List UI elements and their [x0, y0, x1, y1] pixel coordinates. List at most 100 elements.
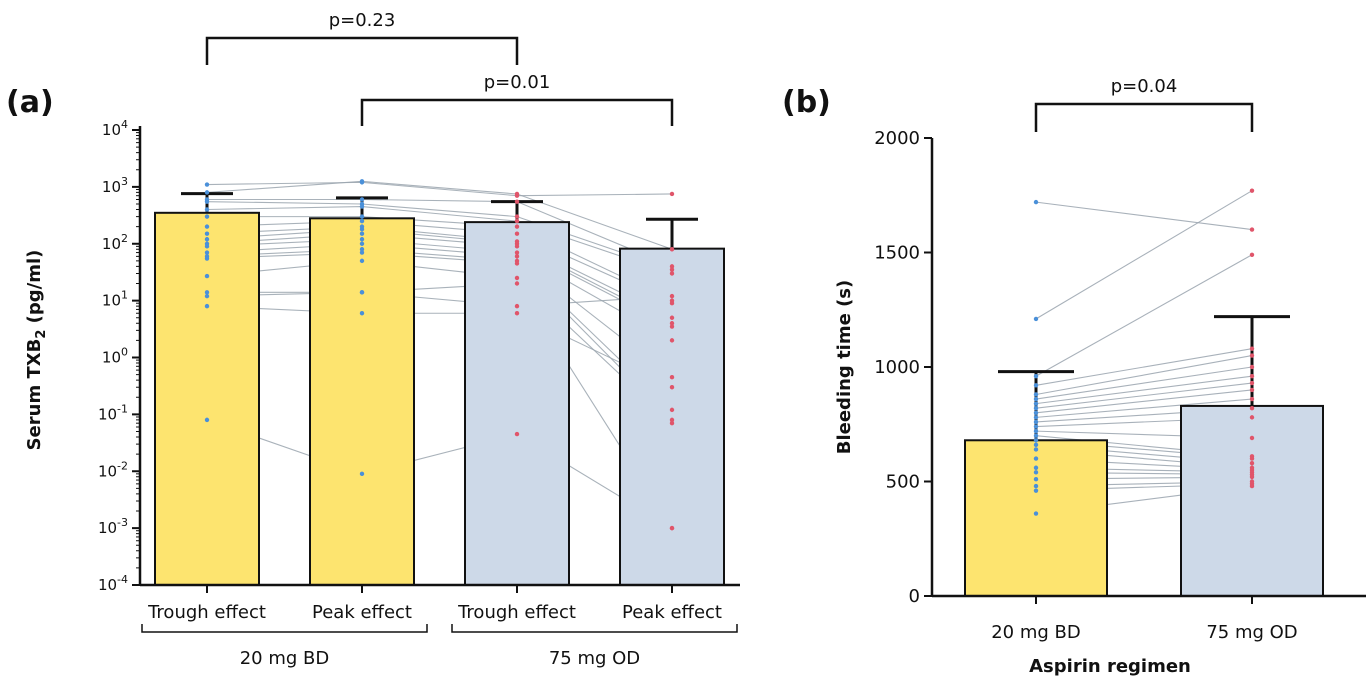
y-tick-label: 2000	[874, 128, 920, 149]
panel-a-individual-lines	[206, 180, 673, 529]
bar	[964, 439, 1108, 597]
individual-point	[514, 231, 520, 236]
individual-point	[359, 290, 365, 295]
individual-point	[204, 214, 210, 219]
individual-point	[514, 254, 520, 259]
individual-line	[1035, 389, 1253, 414]
individual-point	[669, 264, 675, 269]
individual-point	[669, 525, 675, 531]
individual-point	[1033, 433, 1039, 438]
individual-point	[514, 250, 520, 255]
individual-point	[669, 375, 675, 380]
individual-point	[669, 301, 675, 306]
x-category-label: Peak effect	[312, 602, 412, 623]
individual-point	[204, 250, 210, 255]
panel-b-y-ticks: 0 500 1000 1500 2000	[874, 128, 932, 607]
comparison-bracket	[1034, 102, 1254, 132]
panel-b-comparisons: p=0.04	[1034, 76, 1254, 132]
x-category-label: Trough effect	[147, 602, 266, 623]
panel-a-label: (a)	[6, 85, 54, 120]
individual-point	[1249, 373, 1255, 379]
individual-line	[206, 180, 673, 250]
individual-line	[206, 305, 673, 388]
bar	[1180, 404, 1324, 597]
y-tick-label: 104	[102, 118, 128, 139]
individual-point	[1033, 401, 1039, 406]
panel-a-individual-points	[204, 179, 675, 531]
individual-line	[206, 233, 673, 328]
individual-line	[207, 282, 673, 529]
panel-b: (b) 0 500 1000 1500 2000 20 mg BD 75 mg OD p=…	[782, 76, 1366, 677]
y-tick-label: 10-1	[98, 402, 128, 423]
individual-point	[669, 417, 675, 423]
individual-line	[1035, 382, 1253, 409]
individual-line	[1035, 398, 1253, 418]
individual-line	[206, 238, 673, 341]
panel-b-x-categories: 20 mg BD 75 mg OD	[991, 596, 1298, 643]
individual-point	[514, 303, 520, 309]
individual-point	[359, 179, 365, 184]
individual-point	[669, 267, 675, 272]
individual-point	[1249, 474, 1255, 480]
individual-point	[1249, 380, 1255, 386]
individual-point	[1033, 316, 1039, 322]
panel-a-x-categories: Trough effect Peak effect Trough effect Pea…	[147, 585, 722, 623]
individual-point	[359, 227, 365, 232]
individual-point	[1033, 438, 1039, 443]
individual-line	[1035, 366, 1253, 400]
individual-point	[1249, 387, 1255, 393]
bar	[309, 217, 415, 586]
y-tick-label: 103	[102, 175, 128, 196]
bar	[154, 211, 260, 587]
y-tick-label: 500	[886, 472, 920, 493]
comparison-p-value: p=0.04	[1111, 76, 1178, 97]
individual-line	[1035, 254, 1253, 377]
y-tick-label: 10-4	[98, 573, 128, 594]
x-category-label: 75 mg OD	[1206, 622, 1297, 643]
individual-point	[1249, 435, 1255, 441]
individual-point	[1033, 456, 1039, 461]
panel-b-individual-points	[1033, 188, 1255, 516]
panel-a-bars	[154, 211, 725, 587]
individual-point	[1033, 465, 1039, 470]
panel-b-label: (b)	[782, 85, 831, 120]
individual-line	[206, 252, 673, 421]
y-tick-label: 100	[102, 346, 128, 367]
individual-point	[669, 338, 675, 343]
individual-point	[1249, 456, 1255, 461]
x-category-label: Peak effect	[622, 602, 722, 623]
individual-point	[514, 261, 520, 266]
individual-point	[359, 250, 365, 255]
panel-a-comparisons: p=0.23 p=0.01	[205, 10, 674, 126]
individual-point	[514, 191, 520, 197]
individual-line	[206, 206, 673, 275]
individual-point	[669, 293, 675, 299]
panel-b-y-axis-label: Bleeding time (s)	[834, 280, 855, 455]
individual-point	[669, 191, 675, 197]
individual-line	[207, 216, 673, 302]
individual-line	[206, 181, 673, 197]
group-label: 75 mg OD	[549, 648, 640, 669]
comparison-bracket	[360, 98, 674, 126]
individual-point	[1033, 383, 1039, 388]
individual-point	[204, 237, 210, 242]
individual-point	[204, 224, 210, 229]
individual-line	[206, 226, 673, 319]
individual-point	[669, 315, 675, 320]
individual-point	[359, 237, 365, 242]
individual-point	[1033, 392, 1039, 397]
individual-point	[1033, 415, 1039, 420]
individual-line	[206, 419, 673, 529]
individual-line	[1035, 201, 1253, 231]
individual-line	[1035, 348, 1253, 386]
individual-point	[1033, 488, 1039, 493]
individual-point	[514, 281, 520, 286]
x-category-label: 20 mg BD	[991, 622, 1081, 643]
individual-line	[1035, 190, 1253, 320]
individual-point	[359, 471, 365, 477]
individual-point	[514, 431, 520, 437]
individual-line	[206, 260, 673, 424]
individual-point	[359, 218, 365, 224]
individual-point	[204, 244, 210, 249]
